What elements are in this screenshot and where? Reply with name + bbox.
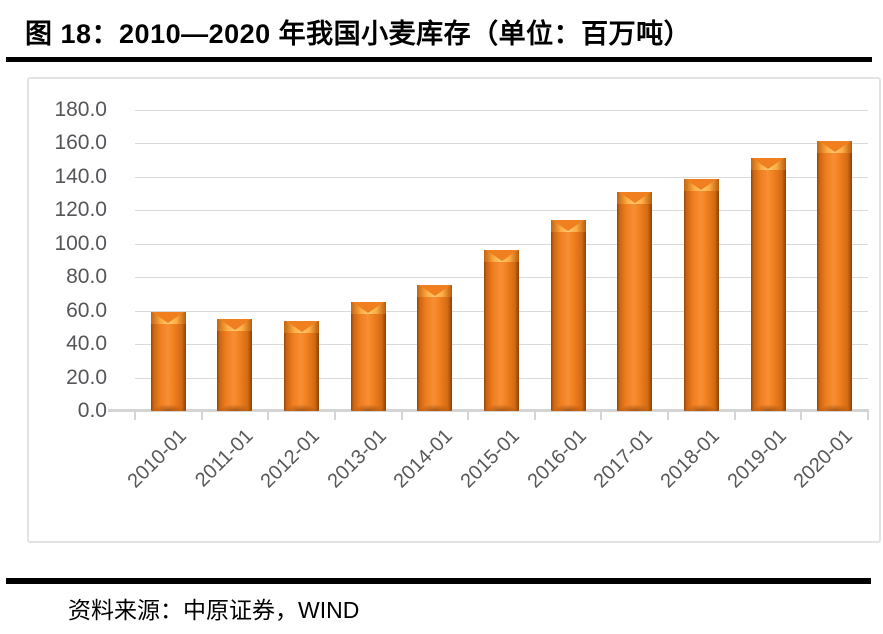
plot-area: 0.0 20.0 40.0 60.0 80.0 100.0 120.0 140.0 160.0 1… bbox=[29, 79, 879, 541]
y-axis-tick-label: 60.0 bbox=[66, 298, 107, 322]
gridline bbox=[135, 176, 868, 178]
gridline bbox=[135, 243, 868, 245]
x-axis-tick-mark bbox=[200, 409, 203, 420]
gridline bbox=[135, 210, 868, 212]
x-axis-category-label: 2012-01 bbox=[256, 425, 325, 493]
bar-2018-01 bbox=[683, 179, 719, 411]
bar-bottom-shadow bbox=[418, 404, 452, 411]
x-axis-tick-mark bbox=[667, 409, 670, 420]
bar-top-notch bbox=[685, 179, 718, 190]
source-note: 资料来源：中原证券，WIND bbox=[68, 597, 360, 623]
y-axis-tick-label: 100.0 bbox=[54, 231, 107, 255]
x-axis-category-label: 2020-01 bbox=[789, 425, 858, 493]
x-axis-category-label: 2019-01 bbox=[723, 425, 791, 493]
x-axis-tick-mark bbox=[733, 409, 736, 420]
y-axis-tick-label: 140.0 bbox=[54, 164, 107, 188]
x-axis-category-label: 2013-01 bbox=[323, 425, 391, 493]
bar-2016-01 bbox=[550, 220, 586, 411]
bar-bottom-shadow bbox=[751, 404, 785, 411]
title-divider bbox=[6, 57, 872, 62]
x-axis-tick-mark bbox=[267, 409, 270, 420]
y-axis-tick-label: 0.0 bbox=[77, 399, 107, 422]
bar-2012-01 bbox=[284, 321, 320, 411]
bar-2011-01 bbox=[217, 319, 253, 411]
x-axis-category-label: 2011-01 bbox=[191, 425, 258, 492]
x-axis-category-label: 2016-01 bbox=[523, 425, 591, 493]
footer-divider bbox=[6, 578, 871, 584]
bar-bottom-shadow bbox=[218, 404, 252, 411]
x-axis-category-label: 2018-01 bbox=[656, 425, 724, 493]
bar-top-notch bbox=[152, 312, 185, 323]
gridline bbox=[135, 110, 868, 111]
x-axis-category-label: 2017-01 bbox=[589, 425, 658, 493]
figure-title: 图 18：2010—2020 年我国小麦库存（单位：百万吨） bbox=[25, 19, 692, 49]
bar-top-notch bbox=[552, 220, 585, 231]
x-axis-category-label: 2010-01 bbox=[123, 425, 191, 493]
x-axis-tick-mark bbox=[400, 409, 403, 420]
bar-2017-01 bbox=[617, 192, 653, 411]
bar-2019-01 bbox=[750, 158, 786, 411]
x-axis-category-label: 2015-01 bbox=[456, 425, 525, 493]
x-axis-tick-mark bbox=[867, 409, 869, 420]
x-axis-tick-mark bbox=[134, 409, 136, 420]
bar-2010-01 bbox=[150, 312, 186, 411]
y-axis-tick-label: 180.0 bbox=[54, 98, 107, 121]
bar-top-notch bbox=[485, 250, 518, 261]
y-axis-tick-label: 20.0 bbox=[66, 365, 107, 389]
y-axis-tick-label: 40.0 bbox=[66, 332, 107, 356]
bar-top-notch bbox=[352, 302, 385, 313]
bar-top-notch bbox=[218, 319, 251, 330]
bar-bottom-shadow bbox=[684, 404, 718, 411]
x-axis-tick-mark bbox=[800, 409, 803, 420]
bar-2020-01 bbox=[817, 141, 853, 411]
bar-bottom-shadow bbox=[551, 404, 585, 411]
bar-bottom-shadow bbox=[618, 404, 652, 411]
bar-top-notch bbox=[818, 141, 851, 152]
bar-bottom-shadow bbox=[151, 404, 185, 411]
y-axis-tick-label: 120.0 bbox=[54, 198, 107, 222]
bar-top-notch bbox=[752, 158, 785, 169]
bar-bottom-shadow bbox=[818, 404, 852, 411]
bar-top-notch bbox=[618, 192, 651, 203]
x-axis-tick-mark bbox=[600, 409, 603, 420]
bar-2014-01 bbox=[417, 285, 453, 411]
bar-bottom-shadow bbox=[285, 404, 319, 411]
bar-2013-01 bbox=[350, 302, 386, 411]
y-axis-tick-label: 80.0 bbox=[66, 265, 107, 289]
bar-top-notch bbox=[285, 321, 318, 332]
bar-bottom-shadow bbox=[485, 404, 518, 411]
x-axis-tick-mark bbox=[467, 409, 470, 420]
y-axis-tick-label: 160.0 bbox=[54, 131, 107, 155]
x-axis-category-label: 2014-01 bbox=[389, 425, 458, 493]
chart-frame: 0.0 20.0 40.0 60.0 80.0 100.0 120.0 140.0 160.0 1… bbox=[27, 77, 881, 543]
gridline bbox=[135, 143, 868, 145]
bar-bottom-shadow bbox=[351, 404, 385, 411]
x-axis-tick-mark bbox=[533, 409, 536, 420]
bar-2015-01 bbox=[484, 250, 519, 411]
bar-top-notch bbox=[418, 285, 451, 296]
x-axis-tick-mark bbox=[333, 409, 336, 420]
